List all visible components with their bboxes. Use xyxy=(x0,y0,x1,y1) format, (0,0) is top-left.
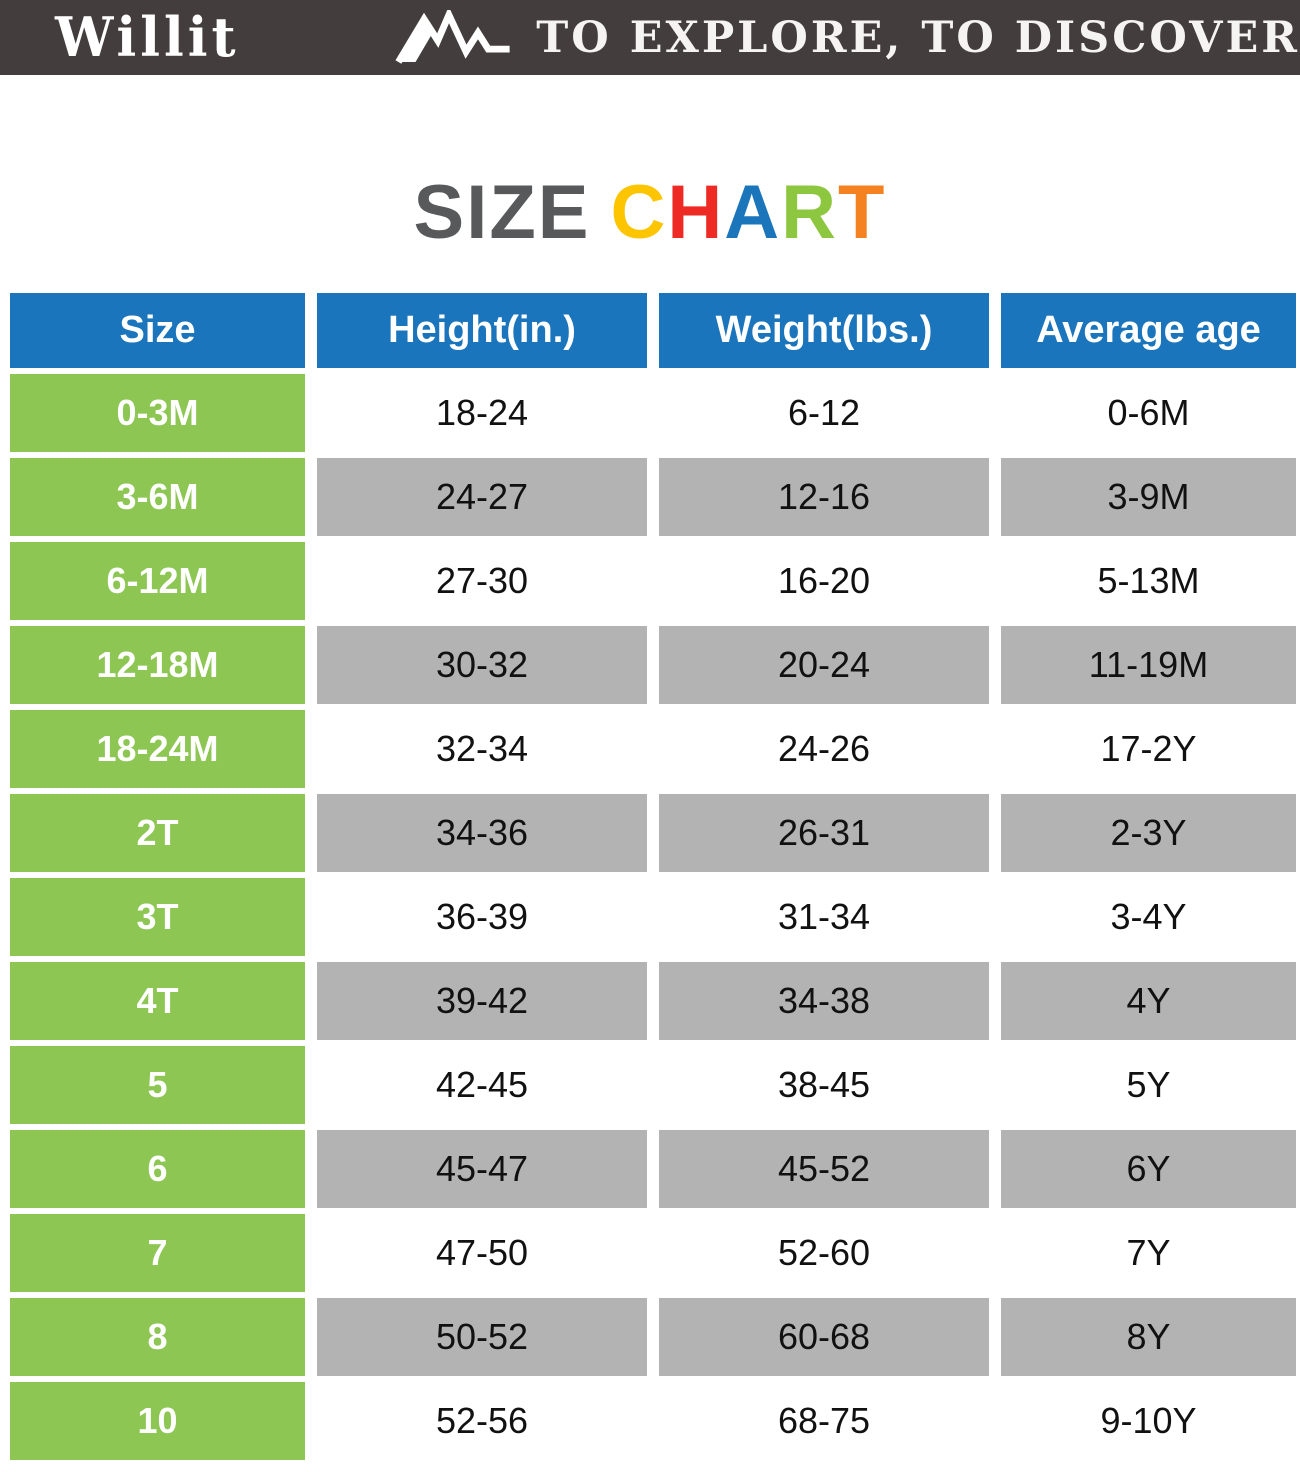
age-cell: 5-13M xyxy=(1001,542,1296,620)
size-cell: 18-24M xyxy=(10,710,305,788)
size-cell: 3-6M xyxy=(10,458,305,536)
height-cell: 47-50 xyxy=(317,1214,647,1292)
title-letter-t: T xyxy=(838,170,887,255)
age-cell: 17-2Y xyxy=(1001,710,1296,788)
age-cell: 8Y xyxy=(1001,1298,1296,1376)
weight-cell: 16-20 xyxy=(659,542,989,620)
top-banner: Willit TO EXPLORE, TO DISCOVER xyxy=(0,0,1300,75)
weight-cell: 12-16 xyxy=(659,458,989,536)
height-cell: 24-27 xyxy=(317,458,647,536)
height-cell: 50-52 xyxy=(317,1298,647,1376)
height-cell: 39-42 xyxy=(317,962,647,1040)
size-cell: 6 xyxy=(10,1130,305,1208)
height-cell: 32-34 xyxy=(317,710,647,788)
height-cell: 34-36 xyxy=(317,794,647,872)
size-cell: 5 xyxy=(10,1046,305,1124)
title-letter-c: C xyxy=(610,170,668,255)
height-cell: 27-30 xyxy=(317,542,647,620)
height-cell: 52-56 xyxy=(317,1382,647,1460)
brand-tagline: TO EXPLORE, TO DISCOVER xyxy=(536,12,1300,63)
title-word-chart: CHART xyxy=(610,170,886,255)
size-cell: 10 xyxy=(10,1382,305,1460)
weight-cell: 34-38 xyxy=(659,962,989,1040)
age-cell: 6Y xyxy=(1001,1130,1296,1208)
age-cell: 11-19M xyxy=(1001,626,1296,704)
weight-cell: 52-60 xyxy=(659,1214,989,1292)
age-cell: 0-6M xyxy=(1001,374,1296,452)
weight-cell: 60-68 xyxy=(659,1298,989,1376)
height-cell: 45-47 xyxy=(317,1130,647,1208)
weight-cell: 38-45 xyxy=(659,1046,989,1124)
age-cell: 3-4Y xyxy=(1001,878,1296,956)
column-header-size: Size xyxy=(10,293,305,368)
weight-cell: 45-52 xyxy=(659,1130,989,1208)
height-cell: 30-32 xyxy=(317,626,647,704)
weight-cell: 31-34 xyxy=(659,878,989,956)
title-word-size: SIZE xyxy=(413,170,591,255)
brand-logo: Willit xyxy=(55,5,240,70)
column-header-height: Height(in.) xyxy=(317,293,647,368)
age-cell: 4Y xyxy=(1001,962,1296,1040)
height-cell: 18-24 xyxy=(317,374,647,452)
age-cell: 2-3Y xyxy=(1001,794,1296,872)
title-letter-a: A xyxy=(724,170,782,255)
weight-cell: 24-26 xyxy=(659,710,989,788)
height-cell: 42-45 xyxy=(317,1046,647,1124)
page-title: SIZE CHART xyxy=(0,175,1300,251)
age-cell: 9-10Y xyxy=(1001,1382,1296,1460)
weight-cell: 26-31 xyxy=(659,794,989,872)
size-cell: 3T xyxy=(10,878,305,956)
weight-cell: 20-24 xyxy=(659,626,989,704)
size-cell: 7 xyxy=(10,1214,305,1292)
size-cell: 12-18M xyxy=(10,626,305,704)
height-cell: 36-39 xyxy=(317,878,647,956)
size-cell: 6-12M xyxy=(10,542,305,620)
size-cell: 4T xyxy=(10,962,305,1040)
age-cell: 7Y xyxy=(1001,1214,1296,1292)
column-header-weight: Weight(lbs.) xyxy=(659,293,989,368)
size-cell: 8 xyxy=(10,1298,305,1376)
size-table-wrapper: Size Height(in.) Weight(lbs.) Average ag… xyxy=(0,293,1300,1460)
weight-cell: 68-75 xyxy=(659,1382,989,1460)
size-table: Size Height(in.) Weight(lbs.) Average ag… xyxy=(10,293,1300,1460)
age-cell: 5Y xyxy=(1001,1046,1296,1124)
column-header-age: Average age xyxy=(1001,293,1296,368)
title-letter-h: H xyxy=(667,170,725,255)
title-letter-r: R xyxy=(781,170,839,255)
age-cell: 3-9M xyxy=(1001,458,1296,536)
mountain-icon xyxy=(395,9,510,64)
weight-cell: 6-12 xyxy=(659,374,989,452)
size-cell: 2T xyxy=(10,794,305,872)
size-cell: 0-3M xyxy=(10,374,305,452)
